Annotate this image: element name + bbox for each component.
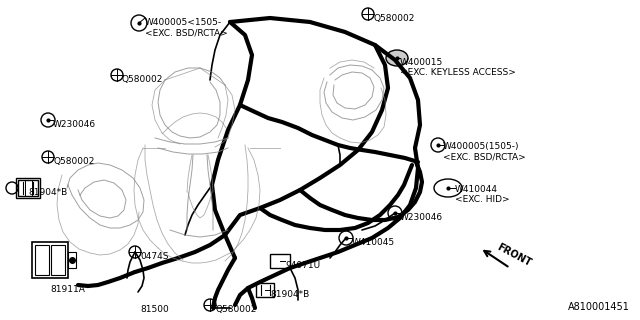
Text: Q580002: Q580002 (373, 14, 414, 23)
Text: 81904*B: 81904*B (270, 290, 309, 299)
Text: W230046: W230046 (53, 120, 96, 129)
Text: 94071U: 94071U (285, 261, 320, 270)
Text: 81911A: 81911A (50, 285, 85, 294)
Text: 0474S: 0474S (140, 252, 168, 261)
Text: A810001451: A810001451 (568, 302, 630, 312)
Bar (16, 178, 40, 198)
Text: W410044: W410044 (455, 185, 498, 194)
Text: FRONT: FRONT (495, 242, 532, 268)
Bar (68, 252, 76, 268)
Text: W400015: W400015 (400, 58, 444, 67)
Text: W400005<1505-: W400005<1505- (145, 18, 222, 27)
Text: Q580002: Q580002 (215, 305, 257, 314)
Bar (18, 180, 38, 196)
Text: 81904*B: 81904*B (28, 188, 67, 197)
Text: <EXC. BSD/RCTA>: <EXC. BSD/RCTA> (443, 152, 525, 161)
Text: <EXC. HID>: <EXC. HID> (455, 195, 509, 204)
Bar (51, 245, 65, 275)
Bar (32, 242, 68, 278)
Text: Q580002: Q580002 (53, 157, 94, 166)
Bar (35, 245, 49, 275)
Text: W410045: W410045 (352, 238, 395, 247)
Text: W230046: W230046 (400, 213, 443, 222)
Text: Q580002: Q580002 (122, 75, 163, 84)
Bar (256, 283, 274, 297)
Text: <EXC. KEYLESS ACCESS>: <EXC. KEYLESS ACCESS> (400, 68, 516, 77)
Bar (270, 254, 290, 268)
Ellipse shape (386, 50, 408, 66)
Text: W400005(1505-): W400005(1505-) (443, 142, 520, 151)
Text: 81500: 81500 (140, 305, 169, 314)
Text: <EXC. BSD/RCTA>: <EXC. BSD/RCTA> (145, 28, 228, 37)
